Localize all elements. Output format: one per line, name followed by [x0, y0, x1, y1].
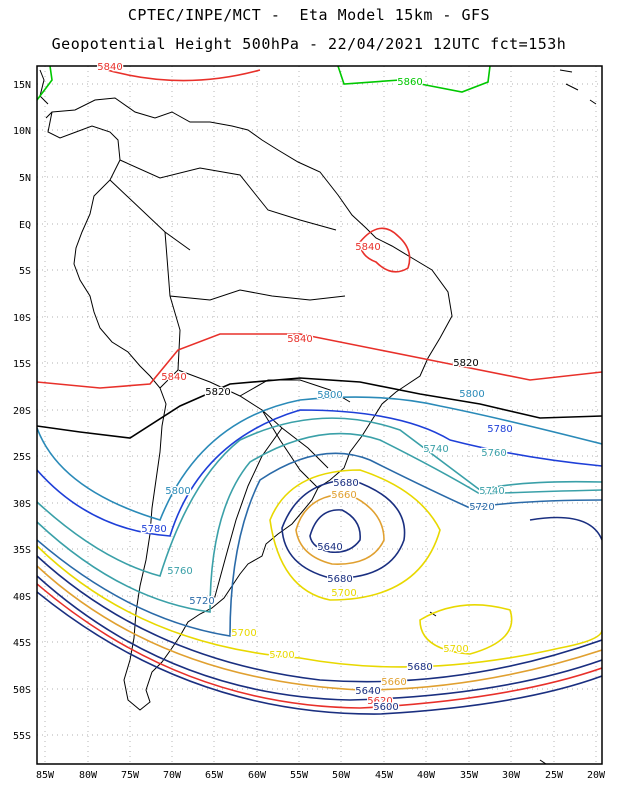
lat-tick-label: 5N	[19, 173, 31, 184]
contour-labels: 5860 5840 5840 5840 5840 5820 5820 5800 5800 5800…	[96, 61, 514, 715]
contour-label: 5760	[167, 566, 192, 577]
contour-label: 5840	[355, 242, 380, 253]
lat-tick-label: 20S	[13, 406, 31, 417]
lat-tick-label: 10N	[13, 126, 31, 137]
contour-5720	[37, 452, 602, 637]
lat-tick-label: 45S	[13, 638, 31, 649]
contour-5840	[37, 333, 602, 389]
contour-label: 5660	[381, 677, 406, 688]
lat-tick-label: 40S	[13, 592, 31, 603]
contour-5860-red-top	[99, 67, 261, 82]
lat-tick-label: 15N	[13, 80, 31, 91]
lon-tick-label: 85W	[36, 770, 55, 781]
contour-label: 5620	[367, 696, 392, 707]
lon-tick-label: 35W	[460, 770, 479, 781]
contour-label: 5840	[97, 62, 122, 73]
contour-5740	[37, 432, 602, 613]
lon-tick-label: 60W	[248, 770, 267, 781]
map-title: CPTEC/INPE/MCT - Eta Model 15km - GFS	[127, 6, 491, 24]
lat-tick-label: 25S	[13, 452, 31, 463]
lon-tick-label: 25W	[545, 770, 564, 781]
contour-label: 5640	[317, 542, 342, 553]
contour-label: 5780	[487, 424, 512, 435]
lat-lon-grid	[37, 66, 602, 764]
lat-tick-label: EQ	[19, 220, 31, 231]
map-frame	[36, 65, 603, 765]
south-america-coastline	[47, 97, 453, 711]
contour-label: 5780	[141, 524, 166, 535]
contour-label: 5800	[317, 390, 342, 401]
contour-label: 5760	[481, 448, 506, 459]
contour-5620	[37, 583, 602, 709]
contour-5680	[37, 479, 602, 683]
contour-label: 5740	[479, 486, 504, 497]
lon-tick-label: 75W	[121, 770, 140, 781]
lon-tick-label: 20W	[587, 770, 606, 781]
contour-label: 5840	[287, 334, 312, 345]
contour-5760	[37, 417, 602, 577]
lon-tick-label: 55W	[290, 770, 309, 781]
contour-label: 5700	[269, 650, 294, 661]
lat-tick-label: 10S	[13, 313, 31, 324]
contour-5800	[37, 396, 602, 521]
lat-tick-label: 15S	[13, 359, 31, 370]
lon-tick-label: 30W	[502, 770, 521, 781]
lon-tick-label: 65W	[205, 770, 224, 781]
contour-label: 5600	[373, 702, 398, 713]
contour-5780	[37, 409, 602, 537]
lat-tick-label: 5S	[19, 266, 31, 277]
contour-label: 5660	[331, 490, 356, 501]
contour-label: 5680	[327, 574, 352, 585]
map-subtitle: Geopotential Height 500hPa - 22/04/2021 …	[51, 35, 567, 53]
contour-label: 5720	[189, 596, 214, 607]
caribbean-islands	[559, 69, 597, 105]
contour-5640	[37, 509, 602, 701]
lon-tick-label: 80W	[79, 770, 98, 781]
contour-5660	[37, 493, 602, 691]
contour-label: 5720	[469, 502, 494, 513]
axis-ticks: 15N 10N 5N EQ 5S 10S 15S 20S 25S 30S 35S 40S 45S 50S 5…	[13, 80, 606, 781]
contour-label: 5680	[407, 662, 432, 673]
contour-label: 5820	[453, 358, 478, 369]
contour-label: 5700	[443, 644, 468, 655]
contour-label: 5800	[165, 486, 190, 497]
contour-label: 5700	[231, 628, 256, 639]
contour-label: 5740	[423, 444, 448, 455]
contour-label: 5800	[459, 389, 484, 400]
contour-label: 5700	[331, 588, 356, 599]
lon-tick-label: 70W	[163, 770, 182, 781]
lat-tick-label: 55S	[13, 731, 31, 742]
lat-tick-label: 50S	[13, 685, 31, 696]
lon-tick-label: 50W	[332, 770, 351, 781]
central-america	[39, 69, 53, 119]
continent-outline	[39, 69, 597, 764]
contour-label: 5860	[397, 77, 422, 88]
contour-5840-cell	[359, 227, 411, 273]
contour-5700	[37, 469, 602, 668]
contour-label: 5820	[205, 387, 230, 398]
contour-label: 5680	[333, 478, 358, 489]
contour-label: 5640	[355, 686, 380, 697]
lon-tick-label: 40W	[417, 770, 436, 781]
contour-5860	[337, 66, 491, 93]
lat-tick-label: 35S	[13, 545, 31, 556]
contour-label: 5840	[161, 372, 186, 383]
contour-5600	[37, 591, 602, 715]
contour-5860-west	[37, 66, 53, 101]
height-contours	[37, 66, 602, 715]
lon-tick-label: 45W	[375, 770, 394, 781]
lat-tick-label: 30S	[13, 499, 31, 510]
contour-5820	[37, 377, 602, 439]
